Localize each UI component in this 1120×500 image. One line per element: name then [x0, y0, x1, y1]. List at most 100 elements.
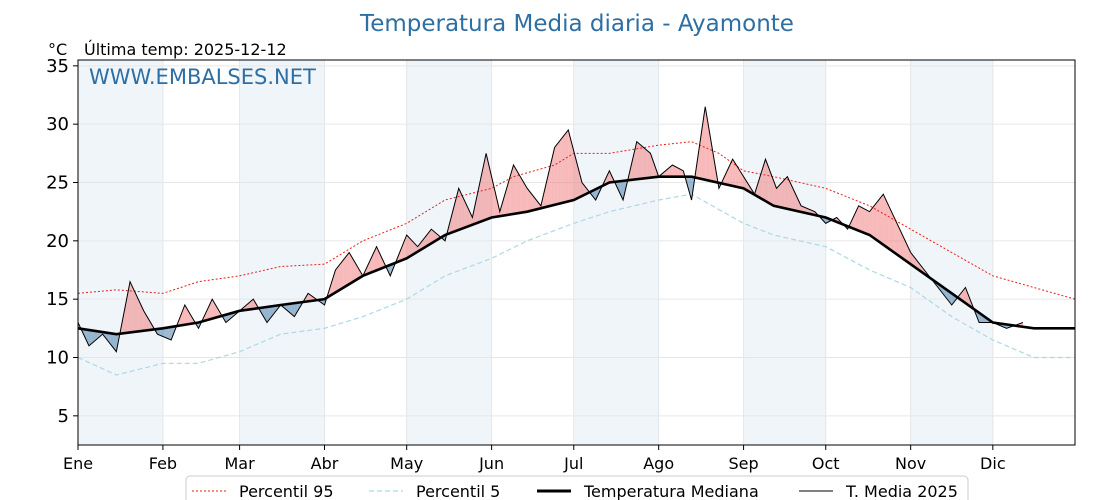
anomaly-fill [735, 163, 739, 188]
x-tick-label: Ene [63, 454, 93, 473]
anomaly-fill [483, 153, 487, 221]
anomaly-fill [335, 266, 339, 293]
anomaly-fill [480, 166, 484, 222]
anomaly-fill [872, 204, 876, 239]
anomaly-fill [214, 303, 218, 318]
y-tick-label: 10 [46, 348, 69, 369]
legend-2025-label: T. Media 2025 [845, 482, 958, 500]
x-tick-label: Jul [563, 454, 583, 473]
anomaly-fill [642, 146, 645, 179]
anomaly-fill [565, 130, 569, 203]
legend-box [185, 475, 969, 500]
x-axis-ticks: Ene Feb Mar Abr May Jun Jul Ago Sep Oct Nov Dic [63, 445, 1006, 473]
anomaly-fill [899, 229, 903, 259]
anomaly-fill [343, 256, 347, 288]
anomaly-fill [609, 170, 613, 183]
anomaly-fill [182, 305, 185, 326]
anomaly-fill [765, 159, 769, 203]
anomaly-fill [784, 176, 788, 209]
y-tick-label: 25 [46, 173, 69, 194]
anomaly-fill [962, 287, 966, 304]
legend-median-label: Temperatura Mediana [583, 482, 759, 500]
anomaly-fill [729, 159, 733, 186]
series-percentil-95 [77, 141, 1076, 300]
anomaly-fill [184, 305, 188, 325]
anomaly-fill [113, 333, 117, 352]
anomaly-fill [762, 159, 766, 202]
grid-lines [77, 60, 1075, 445]
anomaly-fill [83, 329, 87, 340]
anomaly-fill [124, 295, 128, 334]
anomaly-fill [877, 197, 881, 243]
anomaly-fill [455, 188, 459, 231]
x-tick-label: Dic [980, 454, 1006, 473]
x-tick-label: Ago [643, 454, 674, 473]
anomaly-fill [250, 299, 254, 310]
anomaly-fill [502, 193, 506, 216]
anomaly-fill [543, 182, 547, 208]
anomaly-fill [513, 165, 517, 214]
legend-p95-label: Percentil 95 [239, 482, 334, 500]
anomaly-fill [965, 287, 969, 305]
series-t-media-2025 [77, 106, 1024, 353]
anomaly-fill [190, 314, 194, 324]
anomaly-fill [406, 235, 410, 259]
anomaly-fill [354, 261, 358, 281]
anomaly-fill [212, 299, 215, 319]
anomaly-fill [338, 263, 341, 291]
anomaly-fill [787, 176, 791, 210]
unit-label: °C [48, 40, 67, 59]
anomaly-fill [880, 194, 884, 245]
anomaly-fill [795, 194, 799, 212]
anomaly-fill [864, 208, 867, 234]
anomaly-fill [266, 306, 270, 323]
anomaly-fill [798, 200, 802, 212]
anomaly-fill [469, 211, 473, 226]
watermark: WWW.EMBALSES.NET [89, 65, 316, 89]
anomaly-fill [639, 144, 643, 179]
anomaly-fill [527, 188, 530, 212]
anomaly-fill [776, 185, 780, 208]
anomaly-fill [141, 305, 144, 332]
anomaly-fill [573, 151, 577, 200]
anomaly-fill [631, 153, 635, 180]
anomaly-fill [792, 188, 796, 211]
anomaly-fill [779, 182, 782, 208]
anomaly-fill [329, 278, 333, 296]
series-percentil-5 [77, 193, 1075, 376]
month-shade-band [239, 60, 325, 445]
anomaly-fill [886, 200, 889, 249]
anomaly-fill [595, 187, 599, 200]
anomaly-fill [373, 246, 377, 272]
anomaly-fill [699, 125, 703, 180]
anomaly-fill [562, 133, 566, 203]
y-tick-label: 20 [46, 231, 69, 252]
anomaly-fill [516, 169, 519, 214]
anomaly-fill [869, 208, 873, 237]
x-tick-label: Mar [225, 454, 256, 473]
x-tick-label: Sep [729, 454, 759, 473]
anomaly-fill [143, 310, 147, 331]
y-tick-label: 35 [46, 56, 69, 77]
anomaly-fill [790, 182, 793, 211]
anomaly-fill [524, 183, 528, 213]
anomaly-fill [91, 330, 95, 344]
anomaly-fill [554, 144, 558, 205]
anomaly-fill [560, 137, 563, 204]
anomaly-fill [891, 211, 895, 253]
anomaly-fill [850, 217, 854, 229]
anomaly-fill [647, 151, 651, 178]
x-tick-label: Feb [149, 454, 177, 473]
month-shade-band [78, 60, 163, 445]
anomaly-fill [168, 326, 172, 340]
anomaly-fill [288, 303, 292, 315]
anomaly-fill [549, 159, 552, 207]
anomaly-fill [88, 330, 92, 346]
anomaly-fill [162, 327, 166, 338]
anomaly-fills [78, 106, 1023, 352]
month-shade-band [573, 60, 659, 445]
anomaly-fill [888, 205, 892, 251]
anomaly-fill [105, 332, 109, 342]
anomaly-fill [379, 252, 383, 270]
